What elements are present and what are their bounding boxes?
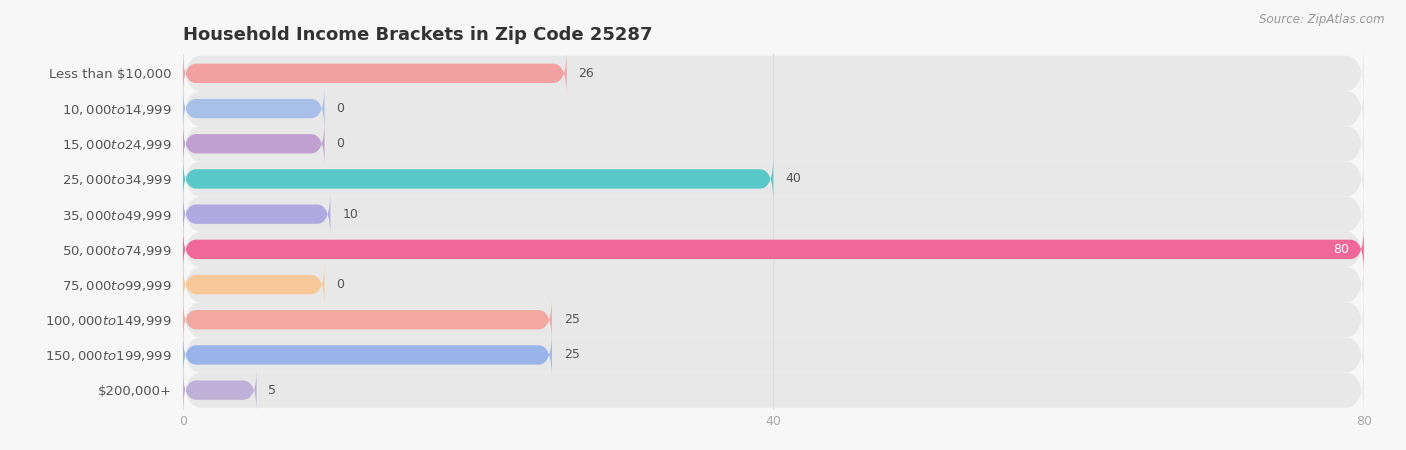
FancyBboxPatch shape	[183, 157, 773, 201]
Text: 25: 25	[564, 313, 579, 326]
FancyBboxPatch shape	[183, 154, 1364, 203]
FancyBboxPatch shape	[183, 119, 1364, 168]
FancyBboxPatch shape	[183, 298, 551, 342]
Text: 25: 25	[564, 348, 579, 361]
FancyBboxPatch shape	[183, 295, 1364, 344]
FancyBboxPatch shape	[183, 225, 1364, 274]
FancyBboxPatch shape	[183, 122, 325, 166]
FancyBboxPatch shape	[183, 365, 1364, 415]
Text: 5: 5	[269, 384, 277, 396]
Text: 10: 10	[342, 207, 359, 220]
Text: Household Income Brackets in Zip Code 25287: Household Income Brackets in Zip Code 25…	[183, 26, 652, 44]
FancyBboxPatch shape	[183, 330, 1364, 380]
FancyBboxPatch shape	[183, 260, 1364, 309]
FancyBboxPatch shape	[183, 227, 1364, 271]
Text: Source: ZipAtlas.com: Source: ZipAtlas.com	[1260, 14, 1385, 27]
FancyBboxPatch shape	[183, 84, 1364, 133]
Text: 40: 40	[785, 172, 801, 185]
Text: 26: 26	[578, 67, 595, 80]
FancyBboxPatch shape	[183, 49, 1364, 98]
Text: 0: 0	[336, 137, 344, 150]
Text: 80: 80	[1333, 243, 1350, 256]
FancyBboxPatch shape	[183, 262, 325, 306]
FancyBboxPatch shape	[183, 368, 257, 412]
FancyBboxPatch shape	[183, 192, 330, 236]
FancyBboxPatch shape	[183, 189, 1364, 239]
Text: 0: 0	[336, 278, 344, 291]
FancyBboxPatch shape	[183, 86, 325, 130]
FancyBboxPatch shape	[183, 51, 567, 95]
FancyBboxPatch shape	[183, 333, 551, 377]
Text: 0: 0	[336, 102, 344, 115]
